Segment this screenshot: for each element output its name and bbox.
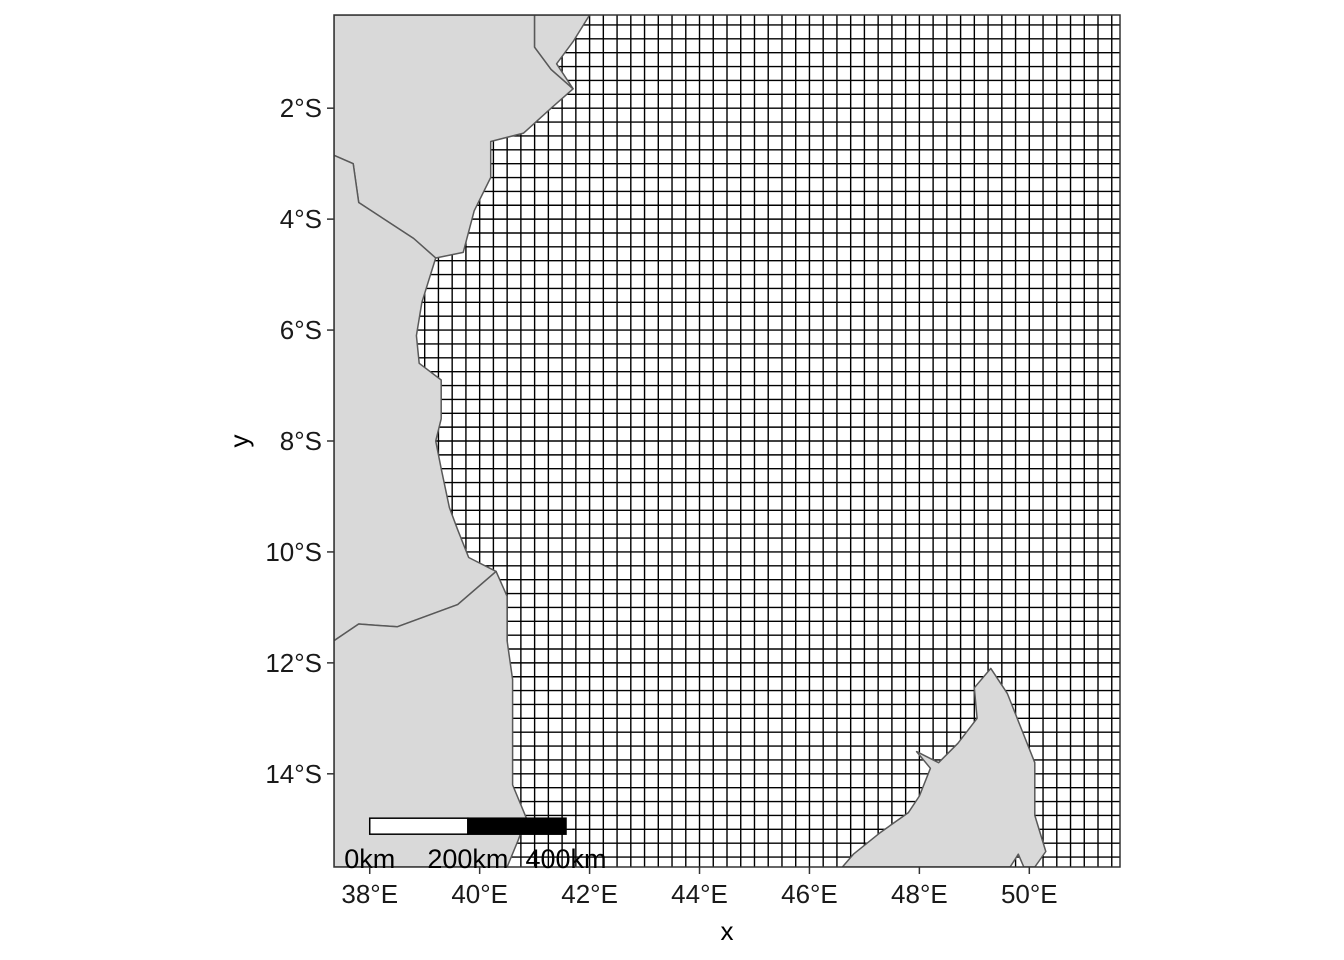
x-tick-label: 50°E bbox=[1001, 879, 1058, 909]
y-tick-label: 12°S bbox=[265, 648, 322, 678]
y-tick-label: 2°S bbox=[280, 93, 322, 123]
x-tick-label: 42°E bbox=[561, 879, 618, 909]
land-madagascar bbox=[841, 667, 1047, 867]
y-axis: 2°S 4°S 6°S 8°S 10°S 12°S 14°S bbox=[265, 93, 334, 789]
y-axis-title: y bbox=[224, 435, 254, 448]
x-tick-label: 44°E bbox=[671, 879, 728, 909]
y-tick-label: 10°S bbox=[265, 537, 322, 567]
x-axis-title: x bbox=[721, 916, 734, 946]
y-tick-label: 4°S bbox=[280, 204, 322, 234]
scale-label-200km: 200km bbox=[427, 844, 508, 874]
x-axis: 38°E 40°E 42°E 44°E 46°E 48°E 50°E bbox=[341, 867, 1058, 909]
scale-bar-segment-light bbox=[368, 817, 469, 835]
y-tick-label: 14°S bbox=[265, 759, 322, 789]
x-tick-label: 38°E bbox=[341, 879, 398, 909]
scale-label-400km: 400km bbox=[525, 844, 606, 874]
y-tick-label: 6°S bbox=[280, 315, 322, 345]
y-tick-label: 8°S bbox=[280, 426, 322, 456]
land-mozambique bbox=[334, 570, 528, 867]
x-tick-label: 40°E bbox=[451, 879, 508, 909]
land-layer bbox=[334, 15, 1047, 867]
scale-bar-segment-dark bbox=[467, 817, 567, 835]
land-somalia bbox=[533, 15, 591, 90]
x-tick-label: 48°E bbox=[891, 879, 948, 909]
x-tick-label: 46°E bbox=[781, 879, 838, 909]
